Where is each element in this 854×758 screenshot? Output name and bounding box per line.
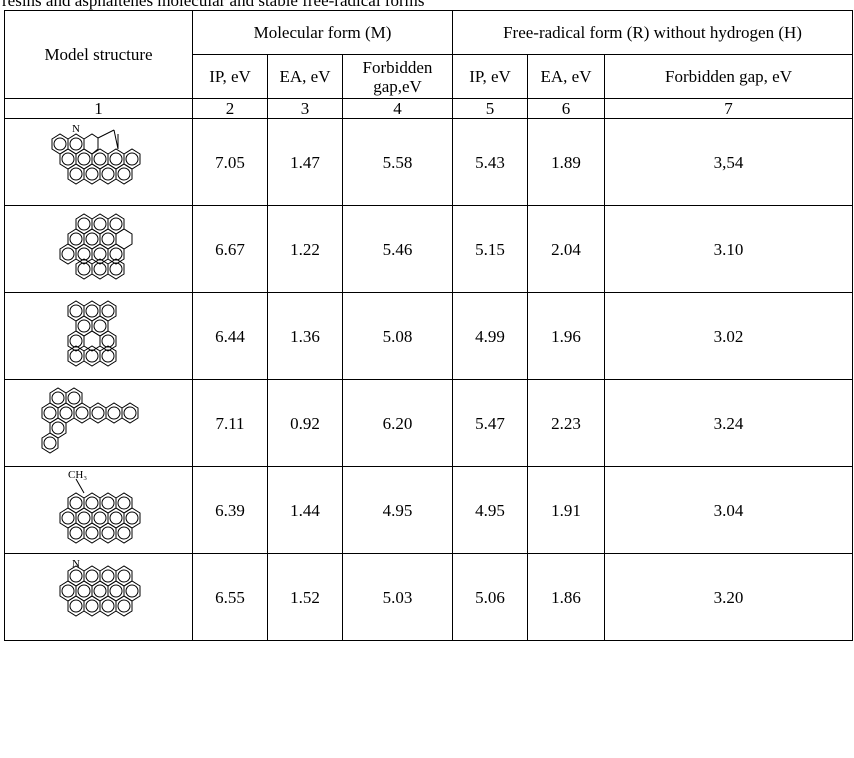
ip-molecular-value: 7.11	[192, 379, 268, 467]
properties-table: Model structure Molecular form (M) Free-…	[4, 10, 854, 641]
column-number: 1	[4, 98, 193, 119]
table-row: 7.11 0.92 6.20 5.47 2.23 3.24	[4, 379, 854, 467]
gap-molecular-value: 6.20	[342, 379, 453, 467]
ip-molecular-value: 6.44	[192, 292, 268, 380]
methyl-label: CH₃	[68, 469, 87, 481]
nitrogen-label: N	[72, 123, 80, 135]
ip-radical-value: 5.47	[452, 379, 528, 467]
molecule-structure-icon	[41, 387, 138, 454]
ip-molecular-value: 6.67	[192, 205, 268, 293]
gap-radical-value: 3.10	[603, 205, 854, 293]
ip-radical-value: 4.99	[452, 292, 528, 380]
ea-radical-value: 1.91	[527, 466, 605, 554]
gap-radical-value: 3.02	[603, 292, 854, 380]
header-free-radical-form: Free-radical form (R) without hydrogen (…	[451, 10, 854, 55]
nitrogen-label: N	[72, 558, 80, 570]
molecule-structure-icon: CH₃	[59, 469, 140, 544]
ea-molecular-value: 1.52	[267, 553, 343, 641]
column-number: 5	[452, 98, 528, 119]
ip-radical-value: 4.95	[452, 466, 528, 554]
ip-molecular-value: 7.05	[192, 118, 268, 206]
ea-molecular-value: 0.92	[267, 379, 343, 467]
ip-molecular-value: 6.55	[192, 553, 268, 641]
molecule-structure-icon	[59, 213, 132, 280]
ea-molecular-value: 1.47	[267, 118, 343, 206]
header-molecular-form: Molecular form (M)	[192, 10, 453, 55]
column-number: 7	[603, 98, 854, 119]
header-ip-radical: IP, eV	[452, 54, 528, 99]
structure-cell: CH₃	[4, 466, 193, 554]
ip-radical-value: 5.43	[452, 118, 528, 206]
gap-molecular-value: 5.58	[342, 118, 453, 206]
column-number: 3	[267, 98, 343, 119]
ip-molecular-value: 6.39	[192, 466, 268, 554]
table-caption: resins and asphaltenes molecular and sta…	[2, 0, 425, 10]
table-row: CH₃ 6.39 1.44 4.95 4.95 1.91 3.04	[4, 466, 854, 554]
gap-molecular-value: 5.03	[342, 553, 453, 641]
structure-cell	[4, 379, 193, 467]
gap-molecular-value: 5.08	[342, 292, 453, 380]
header-model-structure: Model structure	[4, 10, 193, 99]
molecule-structure-icon	[67, 300, 116, 367]
ea-radical-value: 1.86	[527, 553, 605, 641]
ea-molecular-value: 1.22	[267, 205, 343, 293]
header-gap-radical: Forbidden gap, eV	[603, 54, 854, 99]
gap-radical-value: 3.20	[603, 553, 854, 641]
gap-molecular-value: 4.95	[342, 466, 453, 554]
table-row: 6.44 1.36 5.08 4.99 1.96 3.02	[4, 292, 854, 380]
column-number: 4	[342, 98, 453, 119]
structure-cell	[4, 292, 193, 380]
ea-radical-value: 2.04	[527, 205, 605, 293]
ea-molecular-value: 1.36	[267, 292, 343, 380]
header-gap-molecular: Forbidden gap,eV	[342, 54, 453, 99]
ip-radical-value: 5.06	[452, 553, 528, 641]
column-number: 2	[192, 98, 268, 119]
header-ip-molecular: IP, eV	[192, 54, 268, 99]
gap-radical-value: 3.24	[603, 379, 854, 467]
table-row: N 6.55 1.52 5.03 5.06 1.86 3.20	[4, 553, 854, 641]
ea-molecular-value: 1.44	[267, 466, 343, 554]
gap-radical-value: 3,54	[603, 118, 854, 206]
ea-radical-value: 1.96	[527, 292, 605, 380]
table-row: 6.67 1.22 5.46 5.15 2.04 3.10	[4, 205, 854, 293]
structure-cell: N	[4, 118, 193, 206]
table-row: N 7.05 1.47 5.58 5.43 1.89 3,54	[4, 118, 854, 206]
column-number: 6	[527, 98, 605, 119]
header-ea-molecular: EA, eV	[267, 54, 343, 99]
gap-radical-value: 3.04	[603, 466, 854, 554]
molecule-structure-icon: N	[59, 558, 140, 617]
structure-cell	[4, 205, 193, 293]
structure-cell: N	[4, 553, 193, 641]
header-ea-radical: EA, eV	[527, 54, 605, 99]
molecule-structure-icon: N	[51, 123, 140, 185]
ea-radical-value: 2.23	[527, 379, 605, 467]
gap-molecular-value: 5.46	[342, 205, 453, 293]
ip-radical-value: 5.15	[452, 205, 528, 293]
ea-radical-value: 1.89	[527, 118, 605, 206]
